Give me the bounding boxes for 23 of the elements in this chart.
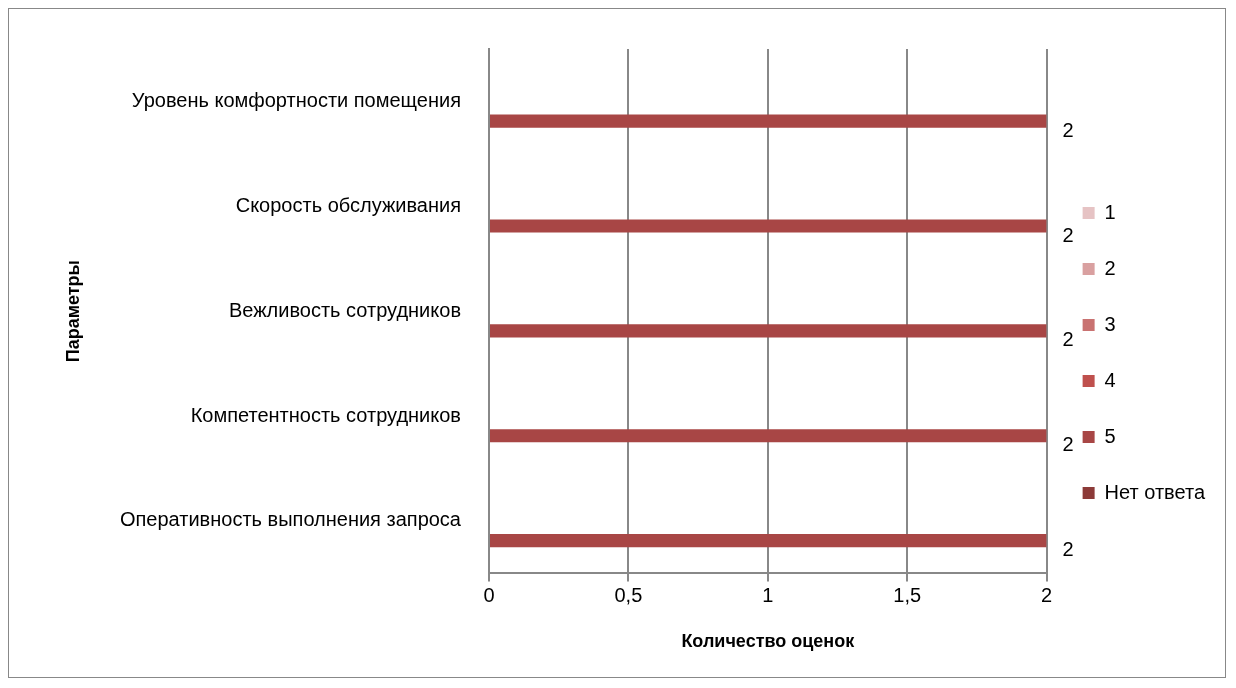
legend-label: 4	[1104, 368, 1116, 391]
legend-label: 1	[1104, 200, 1116, 223]
x-tick-label: 0	[483, 583, 495, 606]
data-label: 2	[1062, 118, 1074, 141]
legend-label: 5	[1104, 424, 1116, 447]
y-tick-label: Компетентность сотрудников	[190, 403, 461, 426]
data-label: 2	[1062, 223, 1074, 246]
data-label: 2	[1062, 433, 1074, 456]
y-axis-title: Параметры	[62, 260, 83, 363]
y-tick-label: Оперативность выполнения запроса	[119, 508, 462, 531]
legend-label: Нет ответа	[1104, 480, 1206, 503]
legend-label: 2	[1104, 256, 1116, 279]
data-label: 2	[1062, 328, 1074, 351]
x-tick-label: 2	[1041, 583, 1053, 606]
x-tick-label: 1,5	[893, 583, 922, 606]
legend-label: 3	[1104, 312, 1116, 335]
y-tick-label: Уровень комфортности помещения	[131, 88, 461, 111]
x-tick-label: 0,5	[614, 583, 643, 606]
x-axis-title: Количество оценок	[681, 631, 856, 652]
y-tick-label: Вежливость сотрудников	[228, 298, 461, 321]
y-tick-label: Скорость обслуживания	[235, 193, 461, 216]
x-tick-label: 1	[762, 583, 774, 606]
data-label: 2	[1062, 538, 1074, 561]
